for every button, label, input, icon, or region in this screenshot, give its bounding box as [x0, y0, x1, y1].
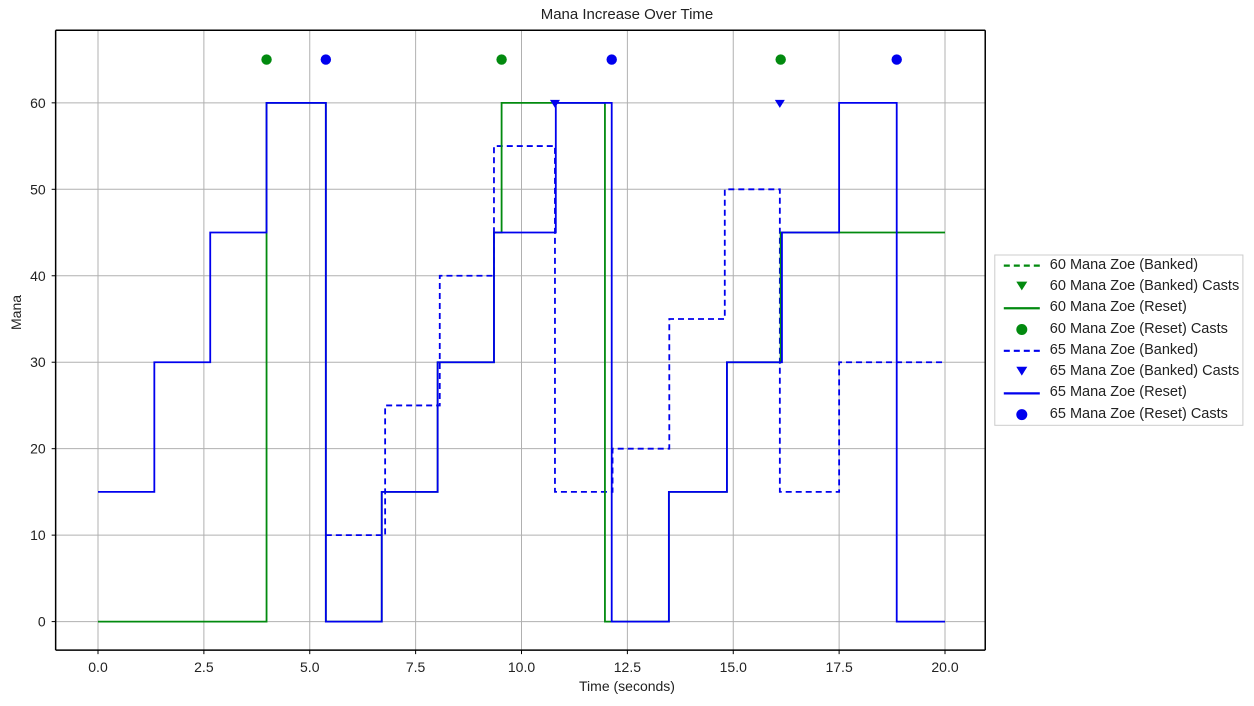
svg-text:10.0: 10.0: [508, 659, 535, 675]
svg-text:20: 20: [30, 441, 46, 457]
svg-text:40: 40: [30, 268, 46, 284]
svg-text:17.5: 17.5: [825, 659, 852, 675]
svg-text:60: 60: [30, 95, 46, 111]
svg-text:7.5: 7.5: [406, 659, 426, 675]
svg-text:20.0: 20.0: [931, 659, 958, 675]
svg-text:50: 50: [30, 181, 46, 197]
svg-text:0: 0: [38, 614, 46, 630]
svg-text:30: 30: [30, 354, 46, 370]
svg-text:12.5: 12.5: [614, 659, 641, 675]
svg-text:10: 10: [30, 527, 46, 543]
svg-text:0.0: 0.0: [88, 659, 108, 675]
svg-text:5.0: 5.0: [300, 659, 320, 675]
svg-text:2.5: 2.5: [194, 659, 214, 675]
svg-text:15.0: 15.0: [720, 659, 747, 675]
